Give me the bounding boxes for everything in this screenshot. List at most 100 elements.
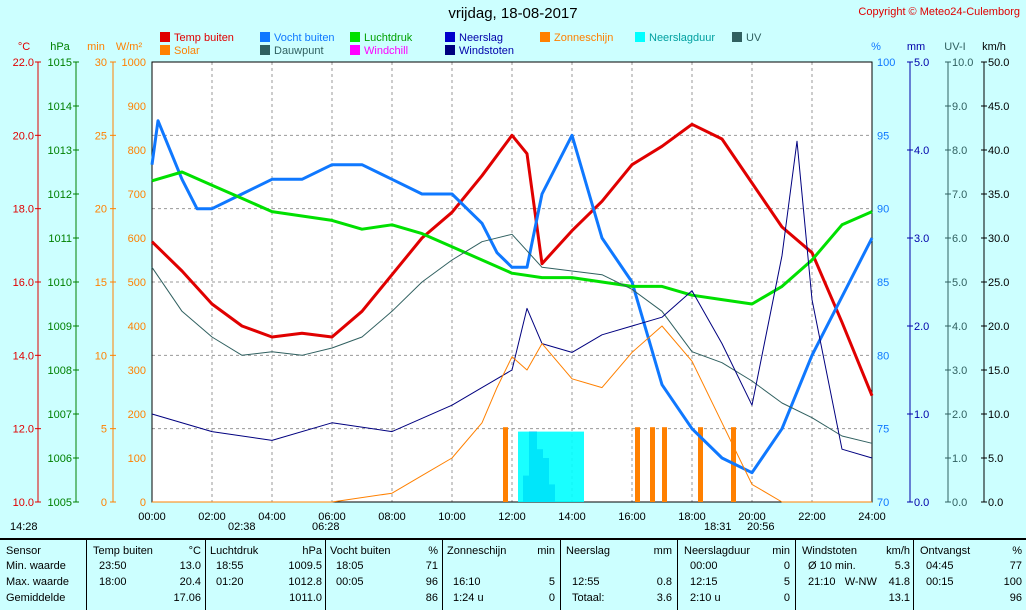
x-tick-label: 24:00 — [858, 511, 886, 523]
x-tick-label: 06:00 — [318, 511, 346, 523]
axis-tick-label: 500 — [128, 277, 146, 289]
table-header: Temp buiten — [93, 545, 153, 557]
table-divider — [913, 540, 914, 610]
table-cell-time: 21:10 W-NW — [808, 576, 877, 588]
axis-tick-label: 95 — [877, 130, 889, 142]
axis-tick-label: 16.0 — [13, 277, 34, 289]
table-cell-time: 16:10 — [453, 576, 481, 588]
plot-border — [151, 61, 873, 503]
axis-tick-label: 90 — [877, 204, 889, 216]
legend-item: Dauwpunt — [260, 45, 324, 57]
table-header: Luchtdruk — [210, 545, 259, 557]
axis-tick-label: 45.0 — [988, 101, 1009, 113]
legend-swatch — [540, 32, 550, 42]
axis-tick-label: 3.0 — [952, 365, 967, 377]
table-cell-value: 96 — [1009, 592, 1022, 604]
axis-tick-label: 4.0 — [914, 145, 929, 157]
legend-item: Windchill — [350, 45, 408, 57]
axis-tick-label: 35.0 — [988, 189, 1009, 201]
table-cell-value: 96 — [425, 576, 438, 588]
table-header-unit: min — [772, 545, 790, 557]
axis-tick-label: 1.0 — [952, 453, 967, 465]
legend-label: Vocht buiten — [274, 32, 335, 44]
table-divider — [325, 540, 326, 610]
axis-tick-label: 8.0 — [952, 145, 967, 157]
axis-tick-label: 20 — [95, 204, 107, 216]
axis-tick-label: 12.0 — [13, 424, 34, 436]
axis-tick-label: 300 — [128, 365, 146, 377]
x-tick-label: 04:00 — [258, 511, 286, 523]
table-header-unit: km/h — [886, 545, 910, 557]
sunset-label: 20:56 — [747, 521, 775, 533]
legend-label: Solar — [174, 45, 200, 57]
axis-tick-label: 1.0 — [914, 409, 929, 421]
table-header: Neerslag — [566, 545, 611, 557]
axis-tick-label: 700 — [128, 189, 146, 201]
table-cell-value: 100 — [1003, 576, 1022, 588]
axis-tick-label: 0.0 — [914, 497, 929, 509]
table-cell-time: 18:55 — [216, 560, 244, 572]
axis-tick-label: 900 — [128, 101, 146, 113]
axis-tick-label: 0.0 — [952, 497, 967, 509]
legend-item: Neerslagduur — [635, 32, 715, 44]
axis-tick-label: 1009 — [48, 321, 72, 333]
legend-item: Neerslag — [445, 32, 503, 44]
table-divider — [560, 540, 561, 610]
moon-time-label: 02:38 — [228, 521, 256, 533]
axis-tick-label: 2.0 — [914, 321, 929, 333]
axis-tick-label: 10.0 — [952, 57, 973, 69]
axis-tick-label: 1008 — [48, 365, 72, 377]
legend-label: Zonneschijn — [554, 32, 614, 44]
legend-label: Windstoten — [459, 45, 515, 57]
axis-tick-label: 1000 — [122, 57, 146, 69]
table-cell-value: 0 — [548, 592, 555, 604]
legend-item: Temp buiten — [160, 32, 234, 44]
legend-item: Vocht buiten — [260, 32, 335, 44]
sunshine-bar — [650, 427, 655, 502]
axis-unit: km/h — [982, 41, 1006, 53]
table-divider — [86, 540, 87, 610]
axis-tick-label: 1007 — [48, 409, 72, 421]
axis-tick-label: 10.0 — [988, 409, 1009, 421]
table-row-label: Gemiddelde — [6, 592, 66, 604]
axis-tick-label: 10 — [95, 350, 107, 362]
table-cell-time: 00:05 — [336, 576, 364, 588]
x-tick-label: 00:00 — [138, 511, 166, 523]
x-tick-label: 14:00 — [558, 511, 586, 523]
axis-tick-label: 80 — [877, 350, 889, 362]
legend: Temp buiten Vocht buiten Luchtdruk Neerslag… — [160, 32, 762, 60]
axis-tick-label: 800 — [128, 145, 146, 157]
legend-label: UV — [746, 32, 762, 44]
axis-tick-label: 600 — [128, 233, 146, 245]
axis-tick-label: 200 — [128, 409, 146, 421]
table-divider — [442, 540, 443, 610]
axis-unit: UV-I — [944, 41, 965, 53]
table-row-label: Min. waarde — [6, 560, 66, 572]
axis-tick-label: 1013 — [48, 145, 72, 157]
legend-item: Luchtdruk — [350, 32, 412, 44]
table-cell-time: 12:15 — [690, 576, 718, 588]
axis-tick-label: 22.0 — [13, 57, 34, 69]
table-header: Ontvangst — [920, 545, 971, 557]
axis-tick-label: 1006 — [48, 453, 72, 465]
axis-unit: °C — [18, 41, 30, 53]
series-dauwpunt — [151, 233, 873, 444]
legend-item: Zonneschijn — [540, 32, 613, 44]
sunshine-bar — [503, 427, 508, 502]
table-header-unit: % — [428, 545, 438, 557]
axis-tick-label: 9.0 — [952, 101, 967, 113]
axis-tick-label: 10.0 — [13, 497, 34, 509]
axis-tick-label: 5.0 — [988, 453, 1003, 465]
table-cell-time: 18:00 — [99, 576, 127, 588]
axis-tick-label: 18.0 — [13, 204, 34, 216]
legend-swatch — [260, 45, 270, 55]
table-cell-value: 1009.5 — [288, 560, 322, 572]
sun-up-label: 06:28 — [312, 521, 340, 533]
legend-swatch — [160, 32, 170, 42]
table-cell-time: 1:24 u — [453, 592, 484, 604]
table-header: Windstoten — [802, 545, 858, 557]
chart-title: vrijdag, 18-08-2017 — [448, 5, 578, 22]
legend-swatch — [350, 32, 360, 42]
table-header-unit: hPa — [302, 545, 322, 557]
table-cell-value: 5 — [548, 576, 555, 588]
